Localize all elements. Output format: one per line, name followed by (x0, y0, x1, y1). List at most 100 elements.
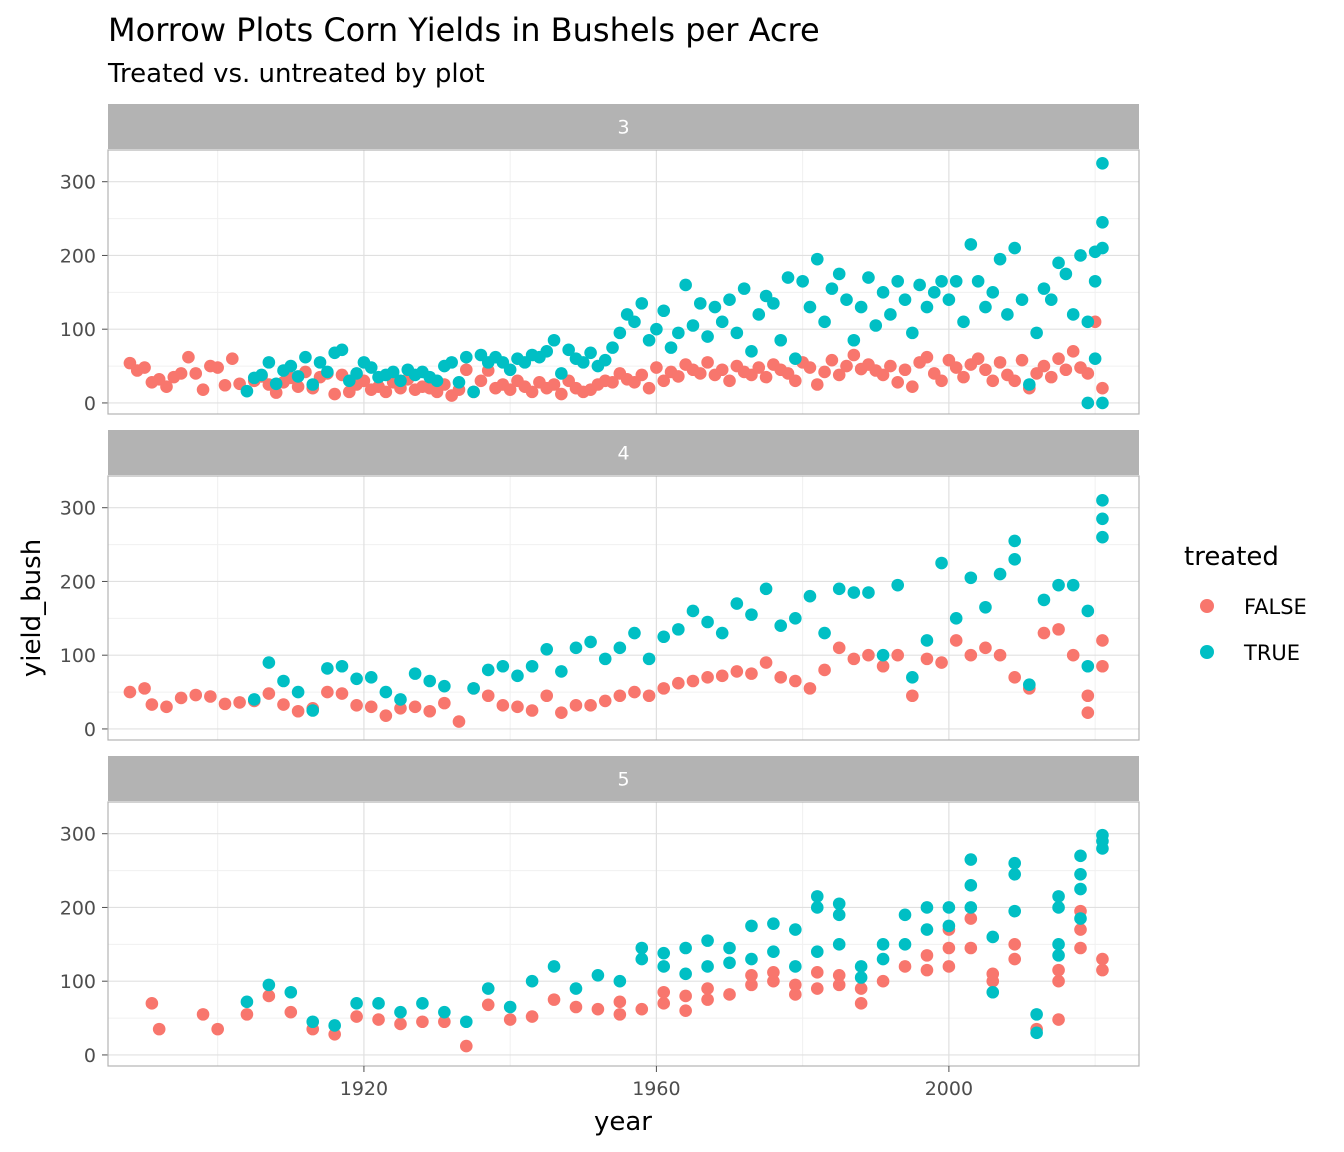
data-point (1074, 867, 1087, 881)
data-point (481, 663, 495, 677)
data-point (664, 341, 678, 354)
data-point (613, 974, 627, 988)
data-point (525, 385, 539, 399)
data-point (408, 667, 422, 680)
data-point (672, 623, 685, 636)
data-point (1008, 534, 1021, 548)
data-point (635, 941, 649, 955)
data-point (445, 356, 458, 369)
data-point (730, 597, 744, 610)
data-point (920, 350, 934, 364)
data-point (693, 297, 707, 310)
data-point (1096, 215, 1109, 229)
data-point (547, 993, 561, 1006)
data-point (818, 626, 831, 640)
data-point (306, 1015, 320, 1029)
data-point (986, 930, 1000, 944)
y-tick-label: 0 (84, 719, 96, 741)
data-point (745, 968, 758, 982)
data-point (810, 252, 824, 266)
series-true (240, 156, 1109, 410)
data-point (1030, 1008, 1043, 1021)
data-point (854, 300, 868, 314)
data-point (1052, 938, 1065, 951)
data-point (284, 1005, 298, 1019)
data-point (810, 378, 824, 391)
data-point (262, 989, 276, 1003)
data-point (876, 952, 890, 966)
data-point (372, 997, 385, 1010)
data-point (898, 908, 912, 922)
data-point (291, 704, 305, 718)
data-point (277, 674, 290, 688)
data-point (438, 679, 451, 693)
data-point (1081, 659, 1095, 673)
y-tick-label: 100 (60, 319, 96, 341)
data-point (218, 697, 232, 711)
data-point (1037, 282, 1051, 295)
data-point (372, 1013, 385, 1026)
data-point (467, 682, 480, 695)
data-point (986, 974, 1000, 988)
data-point (767, 966, 780, 979)
data-point (350, 367, 363, 380)
facet-strip (108, 430, 1139, 475)
data-point (964, 571, 978, 585)
data-point (1008, 904, 1021, 918)
data-point (569, 699, 583, 712)
data-point (847, 652, 861, 666)
data-point (693, 367, 707, 380)
data-point (657, 997, 671, 1010)
data-point (920, 300, 934, 314)
data-point (1037, 359, 1051, 373)
data-point (898, 293, 912, 306)
data-point (723, 293, 736, 306)
data-point (803, 300, 817, 314)
data-point (606, 375, 619, 389)
data-point (350, 699, 363, 712)
data-point (211, 361, 224, 374)
data-point (218, 378, 232, 392)
data-point (1037, 626, 1051, 640)
data-point (138, 682, 151, 695)
data-point (584, 346, 597, 360)
data-point (416, 997, 429, 1010)
data-point (657, 374, 671, 388)
data-point (628, 685, 641, 699)
x-tick-label: 1920 (340, 1078, 388, 1100)
data-point (321, 662, 334, 675)
y-tick-label: 100 (60, 645, 96, 667)
data-point (686, 674, 700, 688)
data-point (862, 586, 875, 599)
data-point (847, 586, 861, 599)
data-point (547, 378, 561, 391)
data-point (862, 648, 875, 662)
data-point (503, 1000, 517, 1014)
data-point (898, 938, 912, 951)
chart-subtitle: Treated vs. untreated by plot (107, 59, 485, 89)
data-point (591, 1002, 605, 1016)
data-point (598, 353, 612, 367)
data-point (1059, 267, 1073, 281)
data-point (854, 960, 868, 973)
data-point (920, 963, 934, 977)
data-point (701, 960, 714, 973)
data-point (328, 1019, 341, 1032)
data-point (1030, 1026, 1043, 1040)
data-point (810, 901, 824, 914)
data-point (935, 556, 948, 570)
data-point (1096, 963, 1109, 977)
legend-swatch-true (1200, 645, 1214, 659)
data-point (525, 1010, 539, 1023)
data-point (152, 1022, 166, 1036)
data-point (503, 383, 517, 396)
data-point (1074, 923, 1087, 936)
data-point (767, 917, 780, 930)
data-point (1052, 578, 1065, 592)
data-point (584, 699, 597, 712)
data-point (233, 696, 246, 709)
data-point (679, 989, 692, 1003)
data-point (350, 997, 363, 1010)
data-point (701, 982, 714, 995)
